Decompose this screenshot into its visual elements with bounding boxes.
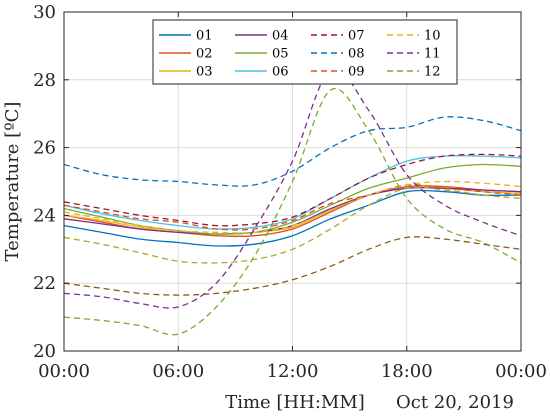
y-tick-label: 26 [33,138,56,159]
legend-label-03: 03 [196,65,213,80]
date-label: Oct 20, 2019 [396,392,514,413]
series-layer [64,67,521,336]
legend-box [152,19,458,85]
series-line-06 [64,154,521,230]
x-tick-label: 00:00 [38,361,90,382]
legend-label-08: 08 [348,47,365,62]
series-line-08 [64,116,521,187]
legend-label-02: 02 [196,47,213,62]
x-tick-label: 12:00 [267,361,319,382]
x-axis: 00:00 06:00 12:00 18:00 00:00 [38,12,547,382]
legend-label-05: 05 [272,47,289,62]
series-line-07 [64,153,521,227]
x-tick-label: 06:00 [152,361,204,382]
legend-label-12: 12 [424,65,441,80]
series-line-09 [64,184,521,231]
series-line-05 [64,163,521,235]
y-tick-label: 20 [33,341,56,362]
y-tick-label: 24 [33,205,56,226]
y-tick-label: 30 [33,2,56,23]
legend: 01 02 03 04 05 06 07 08 09 10 11 12 [152,19,458,85]
legend-label-11: 11 [424,47,441,62]
y-axis: 20 22 24 26 28 30 [33,2,521,362]
y-tick-label: 22 [33,273,56,294]
legend-label-06: 06 [272,65,289,80]
legend-label-09: 09 [348,65,365,80]
series-line-extra-12 [64,186,521,264]
legend-label-07: 07 [348,29,365,44]
x-tick-label: 18:00 [381,361,433,382]
series-line-extra-13 [64,236,521,296]
legend-label-10: 10 [424,29,441,44]
legend-label-01: 01 [196,29,213,44]
series-line-10 [64,180,521,234]
x-tick-label: 00:00 [495,361,547,382]
series-line-01 [64,189,521,247]
x-axis-title: Time [HH:MM] [225,392,365,413]
series-line-12 [64,87,521,336]
legend-label-04: 04 [272,29,289,44]
y-axis-title: Temperature [ºC] [2,102,23,262]
y-tick-label: 28 [33,70,56,91]
